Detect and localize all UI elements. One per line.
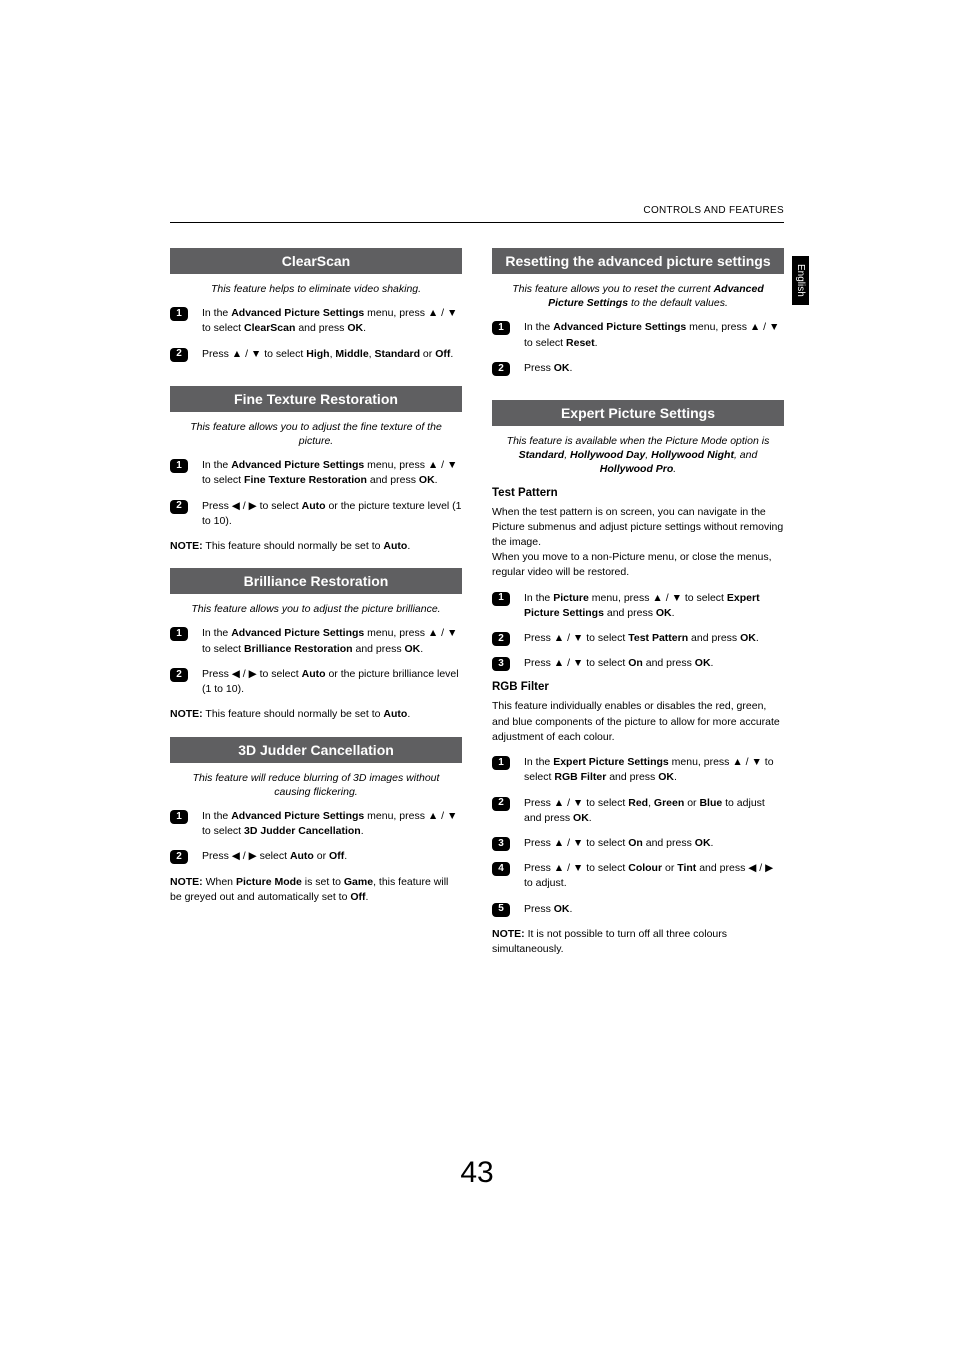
page-number: 43 [0, 1156, 954, 1190]
rgb-step1: 1 In the Expert Picture Settings menu, p… [492, 755, 784, 785]
judder-subtitle: This feature will reduce blurring of 3D … [170, 771, 462, 799]
step-text: Press OK. [524, 361, 784, 376]
step-badge-1: 1 [170, 627, 188, 641]
judder-step2: 2 Press ◀ / ▶ select Auto or Off. [170, 849, 462, 864]
content-columns: ClearScan This feature helps to eliminat… [170, 248, 784, 971]
finetex-subtitle: This feature allows you to adjust the fi… [170, 420, 462, 448]
finetex-step1: 1 In the Advanced Picture Settings menu,… [170, 458, 462, 488]
step-text: Press ▲ / ▼ to select On and press OK. [524, 836, 784, 851]
clearscan-step2: 2 Press ▲ / ▼ to select High, Middle, St… [170, 347, 462, 362]
judder-step1: 1 In the Advanced Picture Settings menu,… [170, 809, 462, 839]
step-text: Press OK. [524, 902, 784, 917]
step-badge-2: 2 [170, 850, 188, 864]
judder-note: NOTE: When Picture Mode is set to Game, … [170, 875, 462, 905]
step-text: In the Advanced Picture Settings menu, p… [524, 320, 784, 350]
tp-step3: 3 Press ▲ / ▼ to select On and press OK. [492, 656, 784, 671]
rgb-note: NOTE: It is not possible to turn off all… [492, 927, 784, 957]
section-brilliance: Brilliance Restoration [170, 568, 462, 594]
reset-step2: 2 Press OK. [492, 361, 784, 376]
clearscan-step1: 1 In the Advanced Picture Settings menu,… [170, 306, 462, 336]
step-text: In the Advanced Picture Settings menu, p… [202, 809, 462, 839]
step-text: Press ▲ / ▼ to select Colour or Tint and… [524, 861, 784, 891]
step-text: In the Advanced Picture Settings menu, p… [202, 306, 462, 336]
language-tab: English [792, 256, 809, 305]
section-finetex: Fine Texture Restoration [170, 386, 462, 412]
section-judder: 3D Judder Cancellation [170, 737, 462, 763]
clearscan-subtitle: This feature helps to eliminate video sh… [170, 282, 462, 296]
finetex-note: NOTE: This feature should normally be se… [170, 539, 462, 554]
step-text: Press ▲ / ▼ to select Test Pattern and p… [524, 631, 784, 646]
step-text: In the Advanced Picture Settings menu, p… [202, 458, 462, 488]
brilliance-step2: 2 Press ◀ / ▶ to select Auto or the pict… [170, 667, 462, 697]
section-expert: Expert Picture Settings [492, 400, 784, 426]
tp-step2: 2 Press ▲ / ▼ to select Test Pattern and… [492, 631, 784, 646]
step-text: Press ◀ / ▶ to select Auto or the pictur… [202, 499, 462, 529]
step-badge-1: 1 [492, 756, 510, 770]
testpattern-para: When the test pattern is on screen, you … [492, 505, 784, 581]
step-badge-2: 2 [492, 632, 510, 646]
tp-step1: 1 In the Picture menu, press ▲ / ▼ to se… [492, 591, 784, 621]
testpattern-heading: Test Pattern [492, 487, 784, 499]
expert-subtitle: This feature is available when the Pictu… [492, 434, 784, 477]
step-badge-2: 2 [492, 362, 510, 376]
rgb-step5: 5 Press OK. [492, 902, 784, 917]
rgb-para: This feature individually enables or dis… [492, 699, 784, 745]
step-badge-1: 1 [170, 459, 188, 473]
step-text: Press ◀ / ▶ to select Auto or the pictur… [202, 667, 462, 697]
brilliance-subtitle: This feature allows you to adjust the pi… [170, 602, 462, 616]
step-badge-1: 1 [170, 307, 188, 321]
step-badge-1: 1 [492, 321, 510, 335]
rgb-step2: 2 Press ▲ / ▼ to select Red, Green or Bl… [492, 796, 784, 826]
right-column: Resetting the advanced picture settings … [492, 248, 784, 971]
step-text: Press ▲ / ▼ to select On and press OK. [524, 656, 784, 671]
rgb-heading: RGB Filter [492, 681, 784, 693]
step-badge-3: 3 [492, 837, 510, 851]
brilliance-note: NOTE: This feature should normally be se… [170, 707, 462, 722]
step-badge-5: 5 [492, 903, 510, 917]
step-text: Press ▲ / ▼ to select Red, Green or Blue… [524, 796, 784, 826]
brilliance-step1: 1 In the Advanced Picture Settings menu,… [170, 626, 462, 656]
step-badge-2: 2 [170, 348, 188, 362]
step-text: Press ▲ / ▼ to select High, Middle, Stan… [202, 347, 462, 362]
step-badge-1: 1 [170, 810, 188, 824]
section-clearscan: ClearScan [170, 248, 462, 274]
step-badge-2: 2 [170, 668, 188, 682]
step-badge-3: 3 [492, 657, 510, 671]
step-text: Press ◀ / ▶ select Auto or Off. [202, 849, 462, 864]
step-badge-1: 1 [492, 592, 510, 606]
section-reset: Resetting the advanced picture settings [492, 248, 784, 274]
step-badge-2: 2 [492, 797, 510, 811]
step-text: In the Expert Picture Settings menu, pre… [524, 755, 784, 785]
rgb-step4: 4 Press ▲ / ▼ to select Colour or Tint a… [492, 861, 784, 891]
left-column: ClearScan This feature helps to eliminat… [170, 248, 462, 971]
step-badge-4: 4 [492, 862, 510, 876]
header-text: CONTROLS AND FEATURES [643, 205, 784, 216]
reset-step1: 1 In the Advanced Picture Settings menu,… [492, 320, 784, 350]
step-text: In the Advanced Picture Settings menu, p… [202, 626, 462, 656]
finetex-step2: 2 Press ◀ / ▶ to select Auto or the pict… [170, 499, 462, 529]
header-rule [170, 222, 784, 223]
reset-subtitle: This feature allows you to reset the cur… [492, 282, 784, 310]
step-badge-2: 2 [170, 500, 188, 514]
rgb-step3: 3 Press ▲ / ▼ to select On and press OK. [492, 836, 784, 851]
step-text: In the Picture menu, press ▲ / ▼ to sele… [524, 591, 784, 621]
